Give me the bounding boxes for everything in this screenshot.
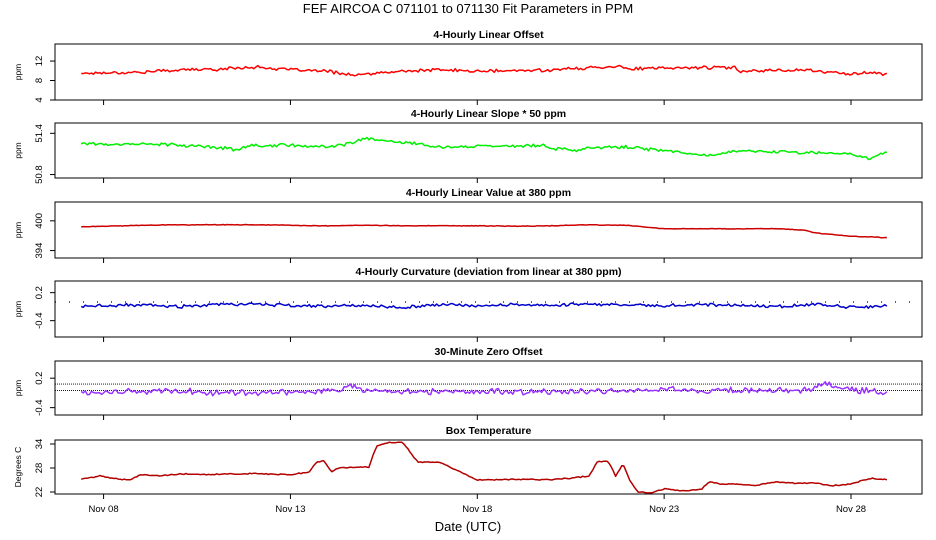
panel-2: 4-Hourly Linear Slope * 50 ppm ppm 50.8 51.…: [13, 108, 923, 184]
x-tick-label: Nov 13: [275, 504, 305, 515]
y-axis-label: ppm: [13, 301, 23, 318]
series-line: [80, 381, 888, 397]
panel-4: 4-Hourly Curvature (deviation from linea…: [13, 266, 923, 342]
panel-5: 30-Minute Zero Offset ppm -0.4 0.2: [13, 346, 923, 420]
y-axis-label: ppm: [13, 380, 23, 397]
panel-title: 4-Hourly Curvature (deviation from linea…: [355, 266, 621, 278]
plot-frame: [54, 43, 923, 101]
panel-title: Box Temperature: [446, 425, 532, 437]
series-line: [80, 441, 888, 494]
y-tick-label: 394: [34, 243, 45, 259]
plot-frame: [54, 360, 923, 416]
y-tick-label: 8: [34, 78, 45, 83]
y-tick-label: -0.4: [34, 399, 45, 415]
panel-3: 4-Hourly Linear Value at 380 ppm ppm 394 40…: [13, 187, 923, 263]
series-line: [80, 136, 888, 161]
panel-title: 30-Minute Zero Offset: [435, 346, 543, 358]
y-tick-label: 4: [34, 97, 45, 102]
series-line: [80, 302, 888, 310]
y-tick-label: 50.8: [34, 165, 45, 184]
y-tick-label: 28: [34, 463, 45, 474]
y-tick-label: 0.2: [34, 372, 45, 385]
y-tick-label: 12: [34, 56, 45, 67]
panel-1: 4-Hourly Linear Offset ppm 4 8 12: [13, 29, 923, 105]
y-tick-label: -0.4: [34, 312, 45, 328]
y-tick-label: 34: [34, 439, 45, 450]
y-tick-label: 22: [34, 487, 45, 498]
y-tick-label: 400: [34, 213, 45, 229]
x-axis-label: Date (UTC): [435, 519, 501, 534]
x-tick-label: Nov 23: [649, 504, 679, 515]
y-tick-label: 51.4: [34, 124, 45, 143]
plot-frame: [54, 122, 923, 179]
x-tick-label: Nov 28: [836, 504, 866, 515]
series-line: [81, 64, 888, 77]
plot-frame: [54, 201, 923, 259]
panel-title: 4-Hourly Linear Value at 380 ppm: [406, 187, 571, 199]
panel-title: 4-Hourly Linear Slope * 50 ppm: [411, 108, 566, 120]
panel-6: Box Temperature Degrees C 22 28 34 Nov 08 Nov …: [13, 425, 923, 515]
series-line: [81, 223, 887, 239]
plot-frame: [54, 280, 923, 338]
panel-title: 4-Hourly Linear Offset: [433, 29, 544, 41]
figure-title: FEF AIRCOA C 071101 to 071130 Fit Parame…: [303, 1, 633, 16]
y-axis-label: ppm: [13, 142, 23, 159]
y-axis-label: ppm: [13, 222, 23, 239]
x-tick-label: Nov 08: [89, 504, 119, 515]
x-tick-label: Nov 18: [462, 504, 492, 515]
y-axis-label: ppm: [13, 64, 23, 81]
y-axis-label: Degrees C: [13, 447, 23, 488]
plot-frame: [54, 439, 923, 495]
y-tick-label: 0.2: [34, 286, 45, 299]
